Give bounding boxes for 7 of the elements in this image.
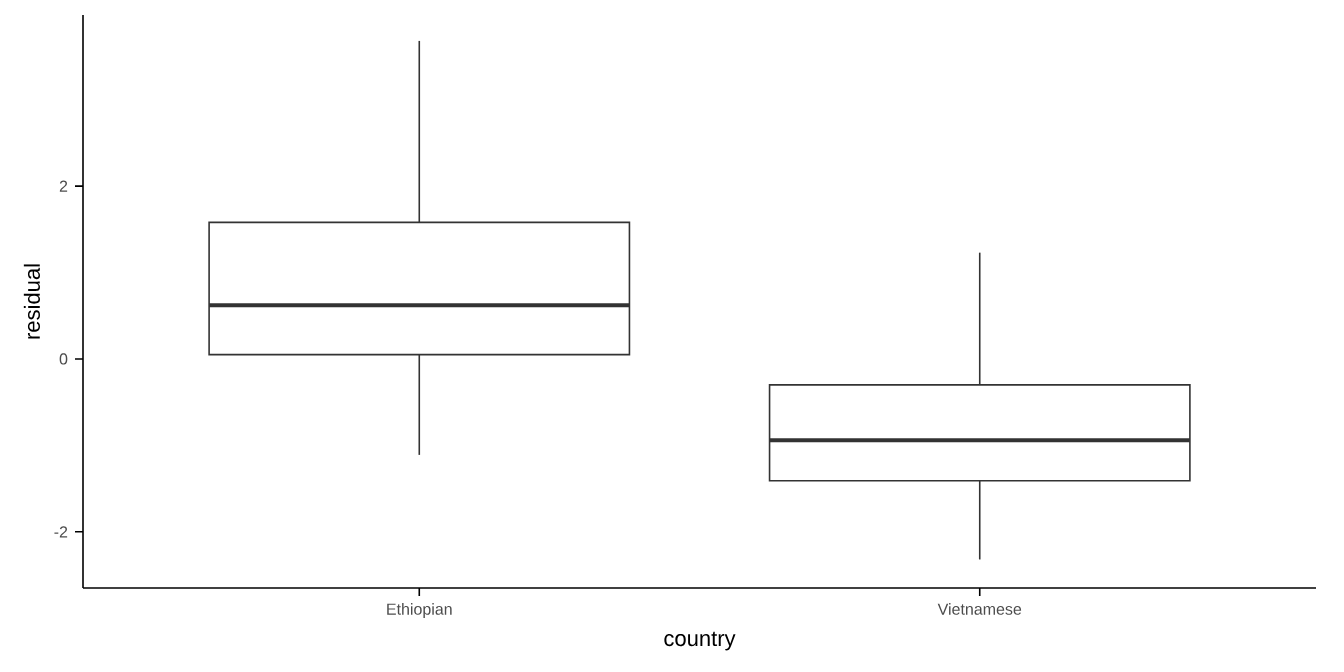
x-tick-label: Ethiopian: [387, 603, 452, 618]
y-tick-label: 2: [59, 180, 68, 192]
x-tick-label: Vietnamese: [937, 603, 1022, 615]
y-tick-label: -2: [54, 526, 68, 538]
y-tick-label: 0: [59, 353, 68, 365]
y-axis-title: residual: [23, 264, 40, 339]
x-axis-title: country: [664, 631, 736, 651]
